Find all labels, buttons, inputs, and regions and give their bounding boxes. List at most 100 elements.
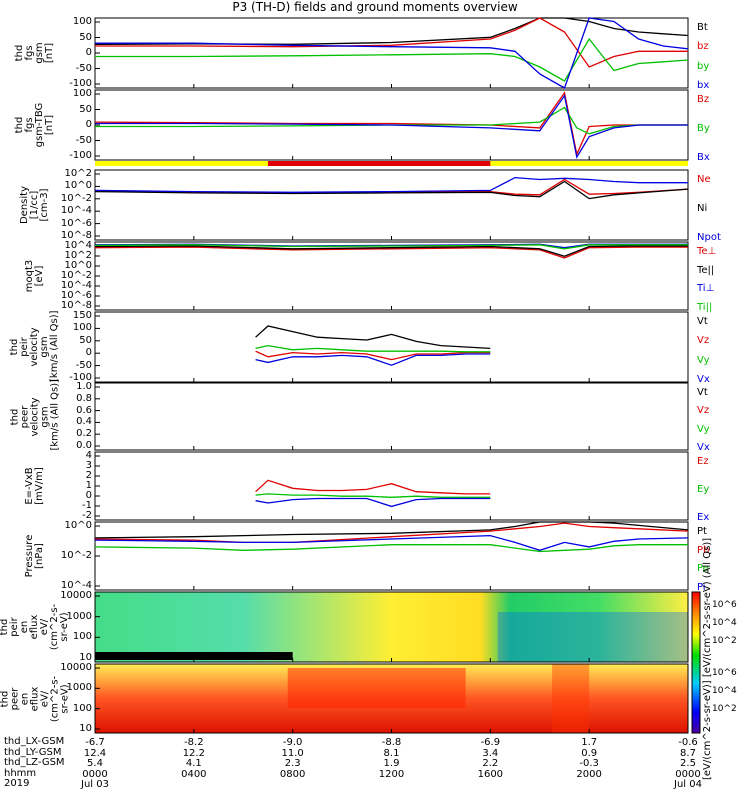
x-axis-value: 4.1	[185, 758, 202, 769]
series-Ez	[255, 479, 491, 495]
spec-region	[497, 612, 688, 662]
axis-row-label: thd_LZ-GSM	[4, 757, 65, 768]
y-tick-label: 10000	[60, 590, 92, 601]
y-axis-label: E=-VxB [mV/m]	[24, 467, 45, 505]
spectrogram	[95, 592, 688, 662]
panel-frame	[94, 311, 689, 383]
legend-Bx: Bx	[697, 152, 710, 163]
series-Pt	[94, 521, 689, 539]
legend-Pe: Pe	[697, 563, 709, 575]
y-axis-label: moqt3 [eV]	[24, 259, 45, 293]
y-axis-label: Density [1/cc] [cm-3]	[19, 185, 50, 225]
series-Bx	[95, 94, 688, 159]
legend-Pt: Pt	[697, 526, 707, 537]
legend-Ne: Ne	[697, 174, 711, 185]
panel-density	[94, 169, 689, 241]
series-Pi	[94, 534, 689, 551]
y-tick-label: 2	[85, 470, 92, 481]
colorbar-tick: 10^2	[712, 636, 737, 646]
y-tick-label: 10^-8	[60, 300, 92, 311]
panel-peer_spec	[94, 663, 689, 734]
y-tick-label: 10^-4	[60, 580, 92, 591]
x-axis-value: -6.9	[480, 737, 501, 748]
panel-efield	[94, 451, 689, 521]
y-tick-label: -50	[75, 62, 92, 74]
y-tick-label: 0	[85, 490, 92, 501]
legend-Vx: Vx	[697, 374, 710, 385]
x-axis-value: Jul 04	[674, 779, 702, 790]
y-tick-label: -100	[69, 150, 92, 161]
spec-region	[552, 664, 590, 733]
y-tick-label: 10^-8	[60, 230, 92, 241]
y-tick-label: 0.8	[76, 392, 92, 404]
y-tick-label: 3	[85, 460, 92, 471]
y-axis-label: thd peir en eflux eV/ (cm^2-s- sr-eV)	[0, 603, 70, 651]
panel-peir_vel	[94, 311, 689, 383]
y-tick-label: -100	[69, 78, 92, 89]
axis-row-label: hhmm	[4, 767, 37, 779]
y-tick-label: 150	[72, 310, 92, 321]
x-axis-value: 12.2	[182, 747, 205, 759]
x-axis-value: 2.5	[680, 758, 696, 769]
legend-Bz: Bz	[697, 94, 710, 105]
x-axis-value: 0800	[279, 768, 306, 780]
y-tick-label: 1.0	[76, 381, 92, 392]
x-axis-value: -9.0	[282, 737, 303, 748]
y-tick-label: 10^-4	[60, 205, 92, 217]
x-axis-value: 1.7	[581, 737, 598, 748]
x-axis-value: 2.2	[482, 758, 499, 769]
y-tick-label: 10^2	[64, 250, 92, 261]
panel-frame	[94, 521, 689, 591]
series-bx	[95, 17, 689, 89]
panel-frame	[94, 17, 689, 89]
legend-bx: bx	[697, 80, 710, 91]
x-axis-value: 2.3	[284, 758, 301, 769]
y-tick-label: 10^0	[64, 180, 92, 192]
y-tick-label: 0.6	[76, 404, 92, 416]
y-axis-label: thd peir velocity gsm [km/s (All Qs)]	[9, 310, 60, 382]
series-Te⊥	[94, 246, 688, 259]
y-tick-label: 0	[85, 47, 92, 58]
legend-Ni: Ni	[697, 203, 708, 214]
y-tick-label: 100	[72, 631, 92, 643]
y-tick-label: 10^-2	[60, 192, 92, 204]
y-tick-label: -50	[75, 359, 92, 371]
legend-Ti||: Ti||	[697, 302, 713, 313]
panel-frame	[94, 382, 689, 451]
y-tick-label: 0	[85, 119, 92, 130]
x-axis-value: Jul 03	[81, 779, 109, 790]
y-tick-label: 10^0	[64, 520, 92, 531]
legend-Npot: Npot	[697, 232, 721, 243]
y-tick-label: 100	[72, 16, 92, 27]
spec-region	[287, 668, 466, 708]
legend-Pi: Pi	[697, 582, 706, 593]
legend-Pb: Pb	[697, 544, 710, 556]
x-axis-value: -0.6	[678, 737, 698, 748]
x-axis-value: 3.4	[482, 747, 499, 759]
panel-peer_vel	[94, 382, 689, 451]
y-tick-label: 4	[85, 450, 92, 461]
y-tick-label: 1000	[66, 610, 92, 622]
y-tick-label: 50	[79, 334, 92, 346]
panel-frame	[94, 241, 689, 311]
series-Npot	[94, 176, 688, 193]
x-axis-value: -0.3	[579, 758, 599, 769]
legend-Ti⊥: Ti⊥	[697, 283, 715, 295]
colorbar-tick: 10^6	[712, 668, 737, 678]
legend-bz: bz	[697, 41, 709, 53]
axis-row-labels: thd_LX-GSM thd_LY-GSM thd_LZ-GSM hhmm 20…	[4, 736, 65, 790]
series-Bt	[94, 17, 689, 45]
y-tick-label: 100	[72, 322, 92, 334]
panel-peir_spec	[94, 591, 689, 663]
x-axis-value: 8.1	[383, 747, 400, 759]
series-Te||	[94, 245, 688, 257]
noise-band	[95, 652, 293, 660]
x-axis-value: 0000	[675, 768, 701, 780]
series-Ey	[255, 493, 491, 498]
series-by	[95, 37, 689, 82]
legend-Ey: Ey	[697, 484, 710, 495]
panel-temp	[94, 241, 689, 311]
y-tick-label: 10	[79, 723, 92, 734]
axis-row-label: thd_LY-GSM	[4, 746, 62, 758]
y-tick-label: 1000	[66, 682, 92, 694]
